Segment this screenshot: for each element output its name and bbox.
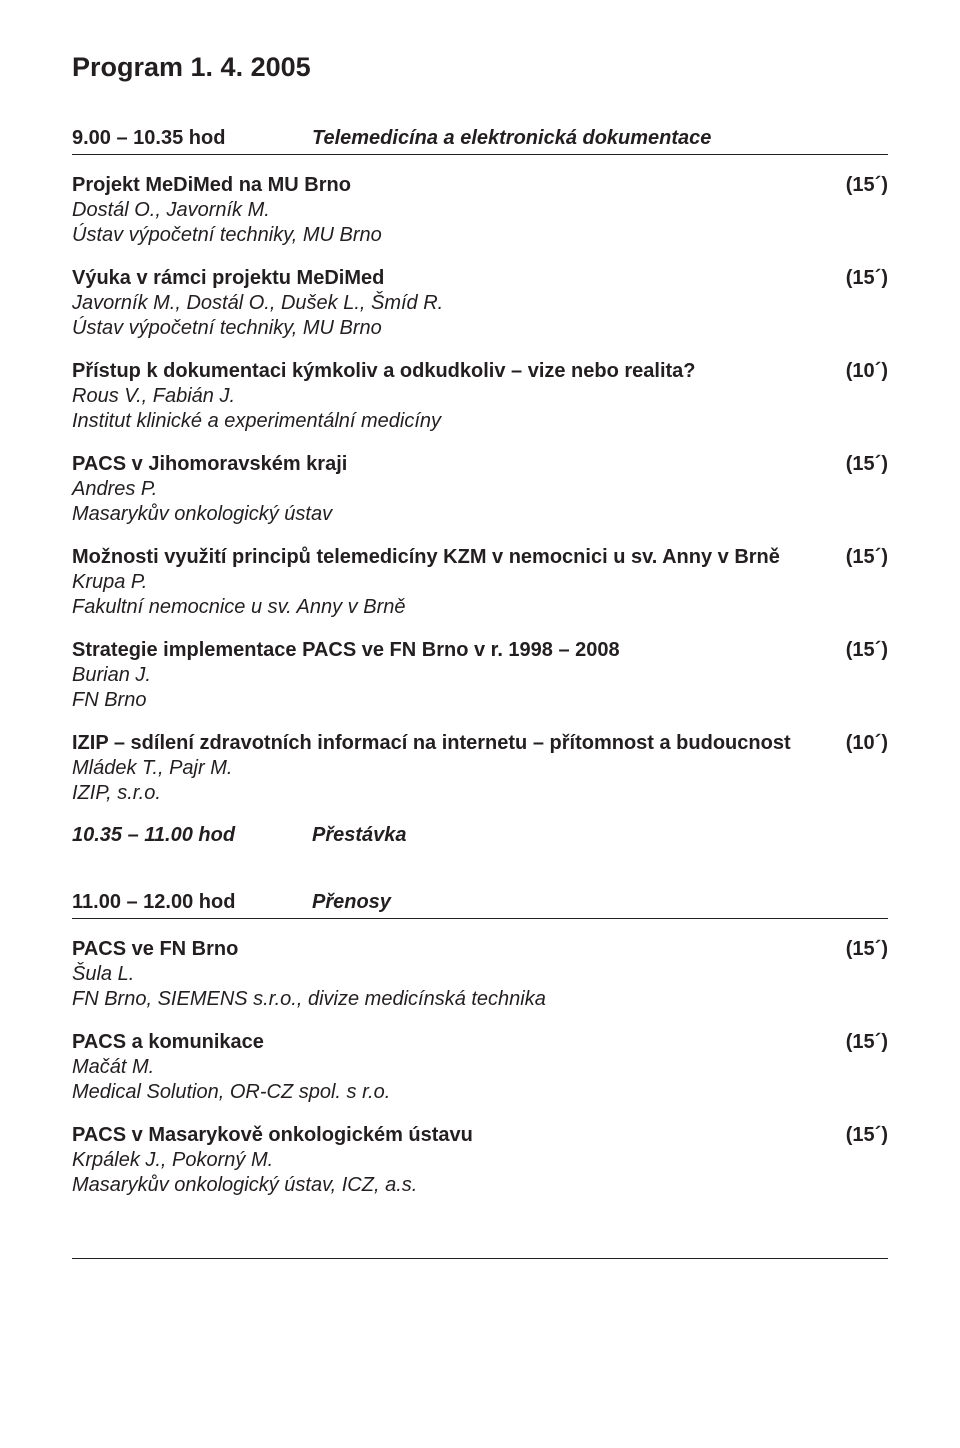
- talk-row: Přístup k dokumentaci kýmkoliv a odkudko…: [72, 359, 888, 384]
- talk-affiliation: Fakultní nemocnice u sv. Anny v Brně: [72, 595, 888, 620]
- talk-row: Možnosti využití principů telemedicíny K…: [72, 545, 888, 570]
- talk-title: Přístup k dokumentaci kýmkoliv a odkudko…: [72, 359, 846, 384]
- talk-affiliation: IZIP, s.r.o.: [72, 781, 888, 806]
- talk-duration: (15´): [846, 546, 888, 569]
- talk-row: Výuka v rámci projektu MeDiMed (15´): [72, 266, 888, 291]
- talk: Možnosti využití principů telemedicíny K…: [72, 545, 888, 620]
- page: Program 1. 4. 2005 9.00 – 10.35 hod Tele…: [0, 0, 960, 1448]
- talk-affiliation: Masarykův onkologický ústav: [72, 502, 888, 527]
- talk-title: Projekt MeDiMed na MU Brno: [72, 173, 846, 198]
- talk-row: PACS a komunikace (15´): [72, 1030, 888, 1055]
- talk: Přístup k dokumentaci kýmkoliv a odkudko…: [72, 359, 888, 434]
- talk-title: PACS v Masarykově onkologickém ústavu: [72, 1123, 846, 1148]
- talk-duration: (10´): [846, 360, 888, 383]
- talk-authors: Mládek T., Pajr M.: [72, 756, 888, 781]
- talk-authors: Dostál O., Javorník M.: [72, 198, 888, 223]
- talk-title: PACS ve FN Brno: [72, 937, 846, 962]
- talk-row: IZIP – sdílení zdravotních informací na …: [72, 731, 888, 756]
- session-title: Telemedicína a elektronická dokumentace: [312, 127, 711, 150]
- talk: IZIP – sdílení zdravotních informací na …: [72, 731, 888, 806]
- page-title: Program 1. 4. 2005: [72, 52, 888, 83]
- bottom-rule: [72, 1258, 888, 1259]
- talk-duration: (15´): [846, 1031, 888, 1054]
- talk-duration: (15´): [846, 174, 888, 197]
- talk: PACS v Jihomoravském kraji (15´) Andres …: [72, 452, 888, 527]
- talk-authors: Krupa P.: [72, 570, 888, 595]
- talk-authors: Rous V., Fabián J.: [72, 384, 888, 409]
- talk-title: Výuka v rámci projektu MeDiMed: [72, 266, 846, 291]
- talk-affiliation: Medical Solution, OR-CZ spol. s r.o.: [72, 1080, 888, 1105]
- talk-duration: (15´): [846, 267, 888, 290]
- session-time: 9.00 – 10.35 hod: [72, 127, 312, 150]
- talk-duration: (15´): [846, 639, 888, 662]
- talk: Výuka v rámci projektu MeDiMed (15´) Jav…: [72, 266, 888, 341]
- talk-authors: Šula L.: [72, 962, 888, 987]
- talk-title: Strategie implementace PACS ve FN Brno v…: [72, 638, 846, 663]
- talk-row: Projekt MeDiMed na MU Brno (15´): [72, 173, 888, 198]
- talk-affiliation: Ústav výpočetní techniky, MU Brno: [72, 316, 888, 341]
- talk-authors: Mačát M.: [72, 1055, 888, 1080]
- talk-affiliation: Masarykův onkologický ústav, ICZ, a.s.: [72, 1173, 888, 1198]
- talk-authors: Krpálek J., Pokorný M.: [72, 1148, 888, 1173]
- talk-row: Strategie implementace PACS ve FN Brno v…: [72, 638, 888, 663]
- talk-duration: (15´): [846, 1124, 888, 1147]
- talk-row: PACS v Jihomoravském kraji (15´): [72, 452, 888, 477]
- talk-authors: Burian J.: [72, 663, 888, 688]
- talk-affiliation: FN Brno: [72, 688, 888, 713]
- session-time: 11.00 – 12.00 hod: [72, 891, 312, 914]
- session-header: 11.00 – 12.00 hod Přenosy: [72, 891, 888, 919]
- talk-duration: (10´): [846, 732, 888, 755]
- session-title: Přenosy: [312, 891, 391, 914]
- talk-affiliation: Ústav výpočetní techniky, MU Brno: [72, 223, 888, 248]
- talk: PACS ve FN Brno (15´) Šula L. FN Brno, S…: [72, 937, 888, 1012]
- break-line: 10.35 – 11.00 hod Přestávka: [72, 824, 888, 847]
- talk-title: PACS v Jihomoravském kraji: [72, 452, 846, 477]
- talk-affiliation: FN Brno, SIEMENS s.r.o., divize medicíns…: [72, 987, 888, 1012]
- talk-affiliation: Institut klinické a experimentální medic…: [72, 409, 888, 434]
- talk: PACS a komunikace (15´) Mačát M. Medical…: [72, 1030, 888, 1105]
- talk: Strategie implementace PACS ve FN Brno v…: [72, 638, 888, 713]
- talk-row: PACS v Masarykově onkologickém ústavu (1…: [72, 1123, 888, 1148]
- talk: PACS v Masarykově onkologickém ústavu (1…: [72, 1123, 888, 1198]
- talk-title: Možnosti využití principů telemedicíny K…: [72, 545, 846, 570]
- talk-duration: (15´): [846, 938, 888, 961]
- talk-title: IZIP – sdílení zdravotních informací na …: [72, 731, 846, 756]
- talk-duration: (15´): [846, 453, 888, 476]
- talk-row: PACS ve FN Brno (15´): [72, 937, 888, 962]
- break-label: Přestávka: [312, 824, 407, 847]
- talk: Projekt MeDiMed na MU Brno (15´) Dostál …: [72, 173, 888, 248]
- talk-authors: Andres P.: [72, 477, 888, 502]
- talk-authors: Javorník M., Dostál O., Dušek L., Šmíd R…: [72, 291, 888, 316]
- session-header: 9.00 – 10.35 hod Telemedicína a elektron…: [72, 127, 888, 155]
- break-time: 10.35 – 11.00 hod: [72, 824, 312, 847]
- talk-title: PACS a komunikace: [72, 1030, 846, 1055]
